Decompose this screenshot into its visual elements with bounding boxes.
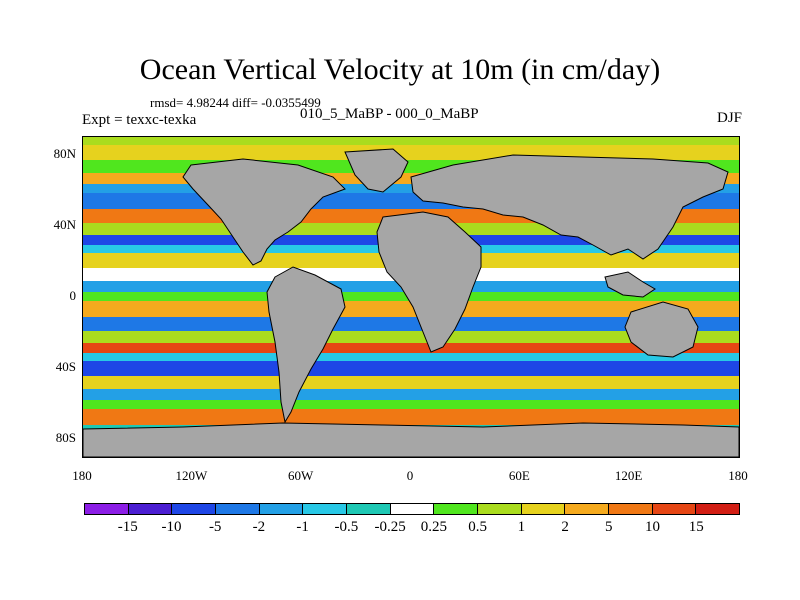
- lat-tick-label: 80S: [55, 430, 76, 446]
- land-north-america: [182, 158, 346, 266]
- lon-tick-label: 120E: [614, 468, 643, 483]
- colorbar-label: 0.25: [420, 519, 447, 535]
- colorbar-swatch: [696, 504, 740, 514]
- colorbar-label: -2: [252, 519, 266, 535]
- colorbar-swatch: [390, 504, 435, 514]
- colorbar-swatch: [609, 504, 653, 514]
- velocity-field-map: [83, 137, 739, 457]
- season-label: DJF: [716, 110, 742, 126]
- colorbar-swatch: [565, 504, 610, 514]
- experiment-label: Expt = texxc-texka: [82, 112, 197, 128]
- land-antarctica: [83, 422, 739, 457]
- ocean-band: [83, 353, 739, 361]
- colorbar-swatch: [347, 504, 391, 514]
- lon-tick-label: 180: [72, 468, 92, 483]
- colorbar-swatch: [521, 504, 566, 514]
- lon-tick-label: 120W: [175, 468, 208, 483]
- colorbar-label: -0.25: [374, 519, 406, 535]
- colorbar-swatch: [478, 504, 522, 514]
- colorbar-swatch: [652, 504, 697, 514]
- land-africa: [376, 211, 482, 353]
- colorbar-swatch: [434, 504, 479, 514]
- colorbar-swatch: [216, 504, 260, 514]
- ocean-band: [83, 331, 739, 343]
- ocean-band: [83, 137, 739, 145]
- lat-tick-label: 0: [69, 288, 77, 303]
- lat-tick-label: 80N: [53, 145, 76, 161]
- ocean-band: [83, 145, 739, 160]
- colorbar-label: 0.5: [468, 519, 487, 535]
- colorbar-label: 2: [561, 519, 569, 535]
- colorbar-swatch: [259, 504, 304, 514]
- colorbar-label: -0.5: [334, 519, 359, 535]
- colorbar-label: -10: [161, 519, 182, 535]
- ocean-band: [83, 317, 739, 331]
- lon-tick-label: 180: [728, 468, 748, 483]
- land-south-america: [266, 266, 346, 424]
- colorbar-label: 1: [517, 519, 526, 535]
- ocean-band: [83, 389, 739, 400]
- ocean-band: [83, 376, 739, 389]
- colorbar: [84, 503, 740, 515]
- ocean-band: [83, 400, 739, 409]
- stats-label: rmsd= 4.98244 diff= -0.0355499: [150, 95, 321, 110]
- land-maritime-continent: [604, 271, 656, 298]
- colorbar-label: -5: [208, 519, 222, 535]
- colorbar-swatch: [303, 504, 348, 514]
- case-label: 010_5_MaBP - 000_0_MaBP: [300, 106, 479, 122]
- land-greenland: [344, 148, 409, 193]
- ocean-band: [83, 343, 739, 353]
- ocean-band: [83, 409, 739, 425]
- colorbar-label: 15: [688, 519, 704, 535]
- lat-tick-label: 40N: [53, 216, 76, 232]
- ocean-band: [83, 361, 739, 376]
- ocean-band: [83, 301, 739, 317]
- map-title: Ocean Vertical Velocity at 10m (in cm/da…: [139, 53, 661, 86]
- colorbar-label: 10: [645, 519, 661, 535]
- colorbar-label: 5: [605, 519, 613, 535]
- land-australia: [624, 301, 699, 358]
- colorbar-swatch: [85, 504, 129, 514]
- lon-tick-label: 60W: [288, 468, 314, 483]
- land-eurasia: [410, 154, 729, 260]
- colorbar-swatch: [172, 504, 217, 514]
- colorbar-swatch: [128, 504, 173, 514]
- lon-tick-label: 0: [406, 468, 414, 483]
- land-masses: [83, 148, 739, 457]
- ocean-band: [83, 184, 739, 193]
- colorbar-labels: -15 -10 -5 -2 -1 -0.5 -0.25 0.25 0.5 1 2 5 10 15: [84, 519, 740, 539]
- lat-tick-label: 40S: [55, 359, 76, 375]
- lon-tick-label: 60E: [508, 468, 530, 483]
- colorbar-label: -15: [117, 519, 138, 535]
- map-plot-area: [82, 136, 740, 458]
- colorbar-label: -1: [296, 519, 309, 535]
